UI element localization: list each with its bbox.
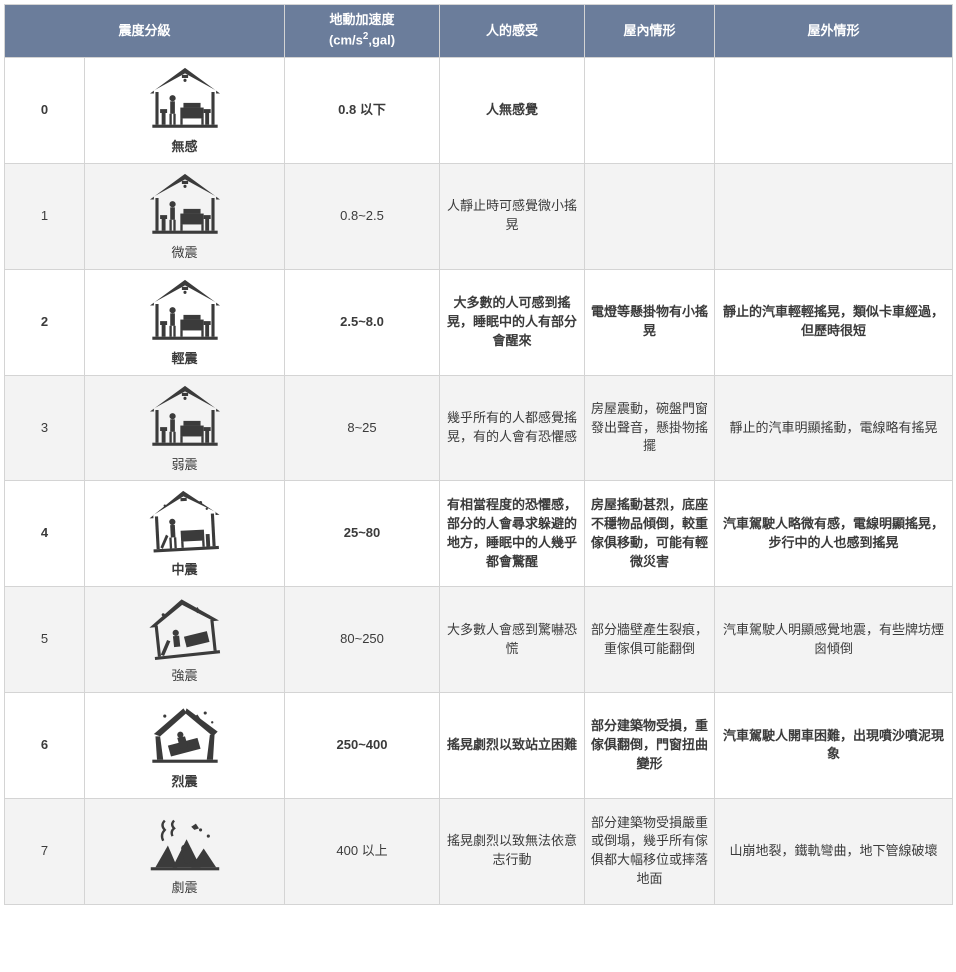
- cell-level: 1: [5, 163, 85, 269]
- cell-indoor: [585, 58, 715, 164]
- icon-label: 中震: [172, 561, 198, 580]
- cell-indoor: 電燈等懸掛物有小搖晃: [585, 269, 715, 375]
- cell-outdoor: 靜止的汽車明顯搖動，電線略有搖晃: [715, 375, 953, 481]
- icon-label: 劇震: [172, 879, 198, 898]
- cell-feel: 搖晃劇烈以致無法依意志行動: [440, 798, 585, 904]
- table-row: 0 無感 0.8 以下人無感覺: [5, 58, 953, 164]
- icon-label: 強震: [172, 667, 198, 686]
- cell-outdoor: 汽車駕駛人明顯感覺地震，有些牌坊煙囪傾倒: [715, 587, 953, 693]
- cell-icon: 劇震: [85, 798, 285, 904]
- cell-level: 5: [5, 587, 85, 693]
- cell-icon: 烈震: [85, 693, 285, 799]
- cell-level: 0: [5, 58, 85, 164]
- cell-outdoor: [715, 163, 953, 269]
- cell-icon: 無感: [85, 58, 285, 164]
- header-indoor: 屋內情形: [585, 5, 715, 58]
- cell-icon: 弱震: [85, 375, 285, 481]
- header-level: 震度分級: [5, 5, 285, 58]
- table-row: 4 中震 25~80有相當程度的恐懼感，部分的人會尋求躲避的地方，睡眠中的人幾乎都會…: [5, 481, 953, 587]
- cell-level: 4: [5, 481, 85, 587]
- header-feel: 人的感受: [440, 5, 585, 58]
- cell-accel: 25~80: [285, 481, 440, 587]
- house-damage-icon: [145, 593, 225, 663]
- cell-outdoor: 靜止的汽車輕輕搖晃，類似卡車經過，但歷時很短: [715, 269, 953, 375]
- house-collapse-icon: [145, 699, 225, 769]
- cell-indoor: 部分建築物受損嚴重或倒塌，幾乎所有傢俱都大幅移位或摔落地面: [585, 798, 715, 904]
- cell-feel: 幾乎所有的人都感覺搖晃，有的人會有恐懼感: [440, 375, 585, 481]
- intensity-scale-table: 震度分級 地動加速度(cm/s2,gal) 人的感受 屋內情形 屋外情形 0 無感…: [4, 4, 953, 905]
- cell-accel: 2.5~8.0: [285, 269, 440, 375]
- cell-accel: 250~400: [285, 693, 440, 799]
- cell-indoor: 房屋搖動甚烈，底座不穩物品傾倒，較重傢俱移動，可能有輕微災害: [585, 481, 715, 587]
- house-calm-icon: [145, 64, 225, 134]
- table-row: 3 弱震 8~25幾乎所有的人都感覺搖晃，有的人會有恐懼感房屋震動，碗盤門窗發出聲音…: [5, 375, 953, 481]
- cell-indoor: 房屋震動，碗盤門窗發出聲音，懸掛物搖擺: [585, 375, 715, 481]
- icon-label: 微震: [172, 244, 198, 263]
- house-calm-icon: [145, 276, 225, 346]
- cell-accel: 0.8~2.5: [285, 163, 440, 269]
- table-row: 2 輕震 2.5~8.0大多數的人可感到搖晃，睡眠中的人有部分會醒來電燈等懸掛物有小…: [5, 269, 953, 375]
- cell-accel: 8~25: [285, 375, 440, 481]
- table-row: 1 微震 0.8~2.5人靜止時可感覺微小搖晃: [5, 163, 953, 269]
- house-calm-icon: [145, 382, 225, 452]
- cell-icon: 中震: [85, 481, 285, 587]
- table-row: 6 烈震 250~400搖晃劇烈以致站立困難部分建築物受損，重傢俱翻倒，門窗扭曲變形…: [5, 693, 953, 799]
- cell-feel: 有相當程度的恐懼感，部分的人會尋求躲避的地方，睡眠中的人幾乎都會驚醒: [440, 481, 585, 587]
- cell-accel: 80~250: [285, 587, 440, 693]
- cell-outdoor: [715, 58, 953, 164]
- cell-icon: 強震: [85, 587, 285, 693]
- cell-level: 3: [5, 375, 85, 481]
- cell-outdoor: 汽車駕駛人略微有感，電線明顯搖晃，步行中的人也感到搖晃: [715, 481, 953, 587]
- house-shaking-icon: [145, 487, 225, 557]
- cell-outdoor: 山崩地裂，鐵軌彎曲，地下管線破壞: [715, 798, 953, 904]
- house-calm-icon: [145, 170, 225, 240]
- table-row: 5 強震 80~250大多數人會感到驚嚇恐慌部分牆壁產生裂痕，重傢俱可能翻倒汽車駕駛…: [5, 587, 953, 693]
- cell-accel: 0.8 以下: [285, 58, 440, 164]
- cell-icon: 微震: [85, 163, 285, 269]
- cell-indoor: [585, 163, 715, 269]
- cell-feel: 人無感覺: [440, 58, 585, 164]
- header-accel: 地動加速度(cm/s2,gal): [285, 5, 440, 58]
- cell-icon: 輕震: [85, 269, 285, 375]
- icon-label: 無感: [172, 138, 198, 157]
- cell-feel: 搖晃劇烈以致站立困難: [440, 693, 585, 799]
- table-header-row: 震度分級 地動加速度(cm/s2,gal) 人的感受 屋內情形 屋外情形: [5, 5, 953, 58]
- table-row: 7 劇震 400 以上搖晃劇烈以致無法依意志行動部分建築物受損嚴重或倒塌，幾乎所有傢…: [5, 798, 953, 904]
- cell-level: 7: [5, 798, 85, 904]
- cell-indoor: 部分牆壁產生裂痕，重傢俱可能翻倒: [585, 587, 715, 693]
- icon-label: 弱震: [172, 456, 198, 475]
- icon-label: 輕震: [172, 350, 198, 369]
- cell-outdoor: 汽車駕駛人開車困難，出現噴沙噴泥現象: [715, 693, 953, 799]
- cell-level: 2: [5, 269, 85, 375]
- header-outdoor: 屋外情形: [715, 5, 953, 58]
- cell-feel: 大多數的人可感到搖晃，睡眠中的人有部分會醒來: [440, 269, 585, 375]
- cell-feel: 大多數人會感到驚嚇恐慌: [440, 587, 585, 693]
- cell-accel: 400 以上: [285, 798, 440, 904]
- cell-feel: 人靜止時可感覺微小搖晃: [440, 163, 585, 269]
- cell-level: 6: [5, 693, 85, 799]
- house-destroyed-icon: [145, 805, 225, 875]
- cell-indoor: 部分建築物受損，重傢俱翻倒，門窗扭曲變形: [585, 693, 715, 799]
- icon-label: 烈震: [172, 773, 198, 792]
